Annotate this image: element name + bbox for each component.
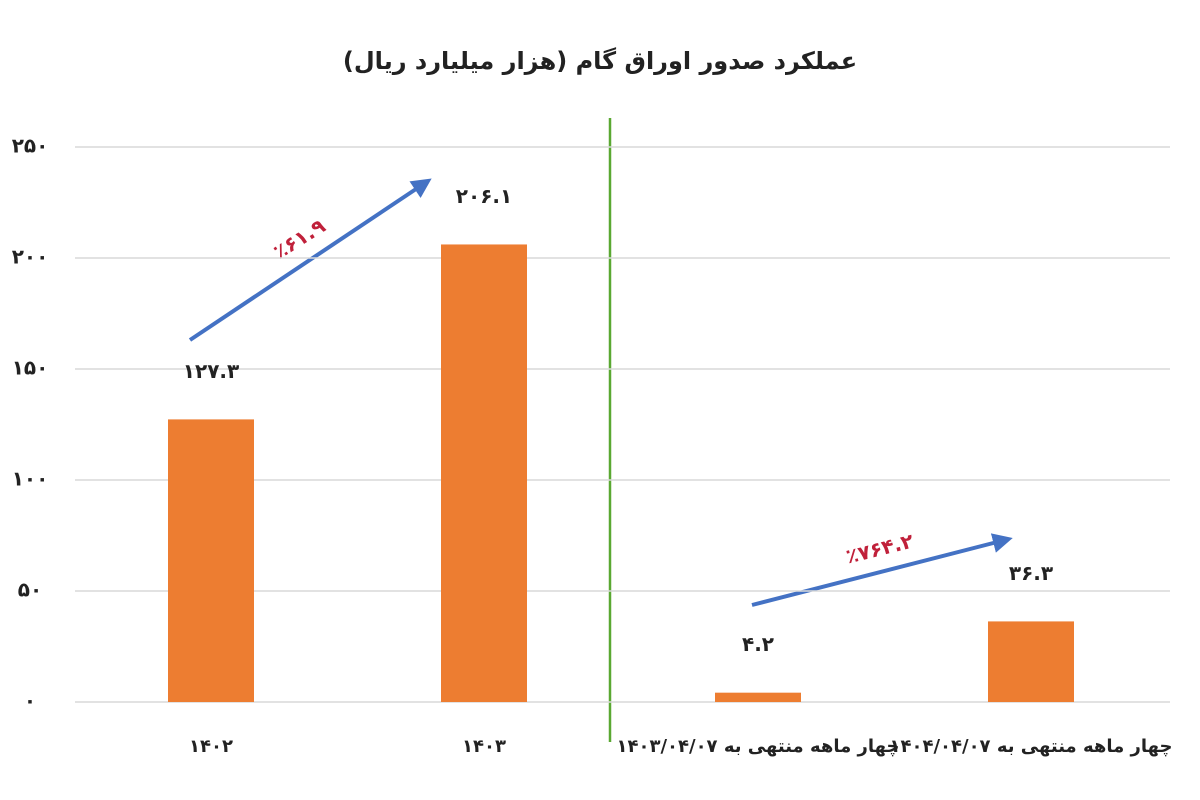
bar [441,244,527,702]
bar [988,621,1074,702]
y-tick-label: ۰ [24,689,36,713]
data-label: ۴.۲ [742,632,774,656]
x-tick-label: چهار ماهه منتهی به ۱۴۰۳/۰۴/۰۷ [617,736,900,757]
x-tick-label: ۱۴۰۲ [189,736,233,757]
arrow [188,178,432,342]
annotation: ٪۷۶۴.۲ [843,529,915,569]
data-label: ۲۰۶.۱ [456,184,512,208]
bar [715,692,801,702]
y-tick-label: ۲۰۰ [12,245,49,269]
y-tick-label: ۱۰۰ [12,467,49,491]
y-tick-label: ۲۵۰ [12,134,49,158]
data-label: ۱۲۷.۳ [183,359,239,383]
arrow [751,533,1013,607]
y-tick-label: ۱۵۰ [12,356,49,380]
data-label: ۳۶.۳ [1009,561,1053,585]
y-tick-label: ۵۰ [18,578,42,602]
x-tick-label: چهار ماهه منتهی به ۱۴۰۴/۰۴/۰۷ [890,736,1173,757]
annotation: ٪۶۱.۹ [269,214,330,264]
bar [168,419,254,702]
chart-title: عملکرد صدور اوراق گام (هزار میلیارد ریال… [343,47,857,75]
x-tick-label: ۱۴۰۳ [462,736,506,757]
